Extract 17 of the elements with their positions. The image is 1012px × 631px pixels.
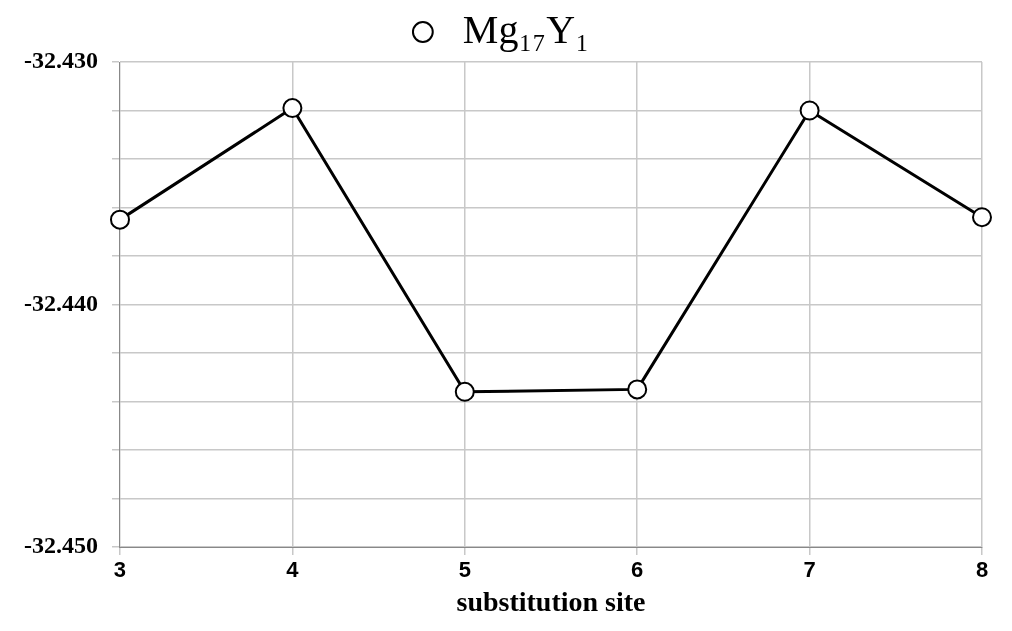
x-tick-label: 3 [113,557,127,583]
x-axis-title: substitution site [456,586,646,618]
point [282,98,303,119]
point [109,209,130,230]
point [799,100,820,121]
y-tick-label: -32.450 [23,532,98,559]
x-tick-label: 6 [631,557,644,583]
point [627,379,648,400]
x-tick-label: 5 [458,557,471,583]
y-tick-label: -32.440 [23,289,98,316]
x-tick-label: 8 [975,557,989,583]
x-tick-label: 4 [286,557,300,583]
point [972,207,992,228]
y-tick-label: -32.430 [23,47,98,74]
point [454,381,475,402]
legend-label: Mg₁₇Y₁ [462,6,590,52]
x-tick-label: 7 [803,557,816,583]
